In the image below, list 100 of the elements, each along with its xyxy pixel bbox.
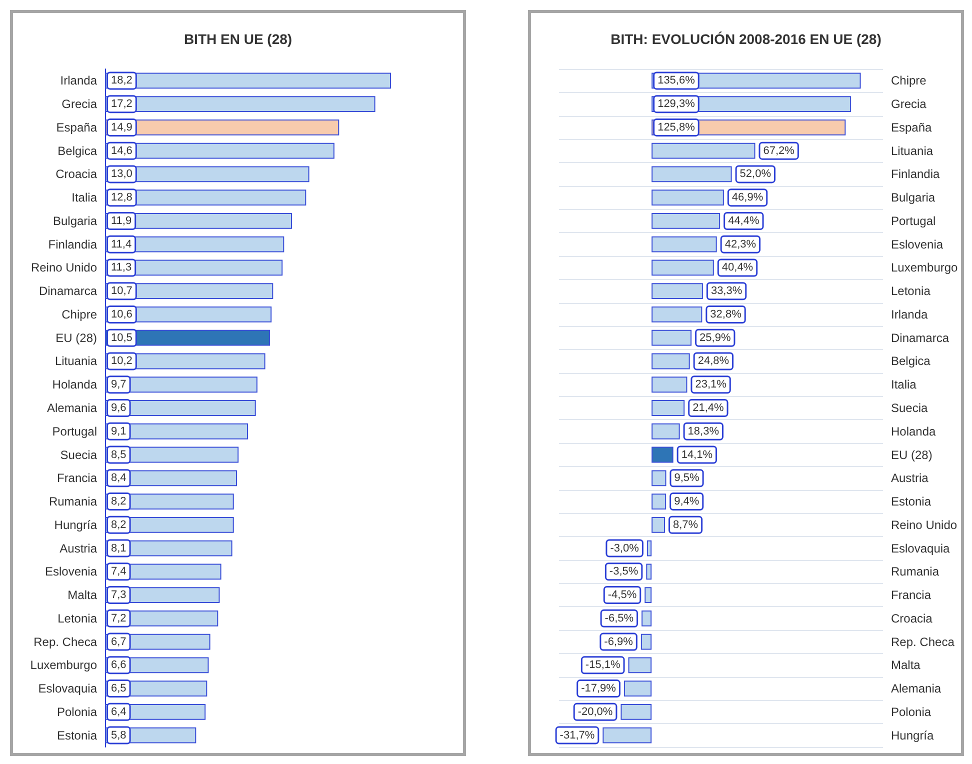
y-tick-label: Holanda — [891, 424, 936, 438]
y-tick-label: Reino Unido — [30, 260, 98, 275]
data-label: 5,8 — [111, 729, 126, 742]
data-label: 46,9% — [732, 192, 764, 204]
bar — [646, 564, 652, 580]
y-tick-label: Suecia — [60, 448, 98, 462]
data-label: 13,0 — [111, 168, 132, 180]
data-label: 10,2 — [111, 355, 132, 368]
y-tick-label: Alemania — [46, 401, 98, 415]
data-label: -3,0% — [610, 542, 640, 554]
data-label: 9,6 — [111, 402, 126, 414]
bar — [640, 634, 652, 650]
y-tick-label: Chipre — [62, 307, 98, 322]
chart-title: BITH: EVOLUCIÓN 2008-2016 EN UE (28) — [610, 31, 882, 47]
bar — [652, 516, 665, 533]
data-label: 17,2 — [111, 98, 132, 110]
data-label: -3,5% — [609, 566, 638, 578]
y-tick-label: Reino Unido — [891, 518, 958, 532]
data-label: 8,7% — [672, 518, 698, 531]
bar — [646, 540, 652, 556]
bar — [644, 587, 652, 603]
data-label: 9,5% — [674, 472, 700, 484]
y-tick-label: Rep. Checa — [891, 634, 955, 649]
y-tick-label: Letonia — [891, 284, 931, 298]
y-tick-label: Estonia — [56, 728, 98, 742]
bar — [652, 260, 714, 276]
y-tick-label: Grecia — [891, 97, 927, 112]
data-label: 11,3 — [111, 262, 132, 274]
bar — [628, 657, 652, 674]
y-tick-label: Finlandia — [891, 167, 940, 182]
data-label: 8,1 — [111, 542, 126, 554]
y-tick-label: Irlanda — [60, 74, 98, 88]
data-label: 7,3 — [111, 589, 126, 602]
data-label: 10,7 — [111, 285, 132, 298]
y-tick-label: Belgica — [891, 354, 931, 368]
data-label: -17,9% — [581, 682, 616, 695]
y-tick-label: Estonia — [891, 494, 932, 509]
data-label: 8,2 — [111, 518, 126, 531]
data-label: -4,5% — [608, 589, 637, 602]
bar — [652, 166, 732, 182]
data-label: 6,4 — [111, 706, 126, 718]
y-tick-label: Polonia — [56, 704, 98, 719]
y-tick-label: Francia — [56, 471, 98, 486]
y-tick-label: Hungría — [891, 728, 934, 742]
data-label: -6,5% — [604, 612, 634, 624]
y-tick-label: Portugal — [891, 214, 936, 228]
data-label: -20,0% — [578, 706, 613, 718]
data-label: 10,5 — [111, 332, 132, 344]
y-tick-label: Eslovenia — [44, 564, 98, 579]
data-label: 40,4% — [722, 262, 754, 274]
y-tick-label: Francia — [891, 588, 932, 602]
y-tick-label: Grecia — [62, 97, 98, 112]
bar — [642, 610, 652, 626]
y-tick-label: Rumania — [48, 494, 98, 509]
bar — [602, 727, 652, 744]
bar — [652, 376, 688, 393]
bar — [652, 446, 674, 463]
data-label: 9,7 — [111, 378, 126, 391]
y-tick-label: Irlanda — [891, 307, 928, 322]
data-label: -6,9% — [604, 636, 634, 648]
y-tick-label: Eslovaquia — [891, 541, 950, 556]
data-label: 21,4% — [692, 402, 724, 414]
data-label: 6,7 — [111, 636, 126, 648]
y-tick-label: Belgica — [58, 144, 98, 158]
bar — [652, 306, 702, 322]
y-tick-label: Luxemburgo — [30, 658, 98, 672]
data-label: 7,2 — [111, 612, 126, 624]
y-tick-label: Holanda — [52, 378, 98, 392]
data-label: 12,8 — [111, 192, 132, 204]
y-tick-label: Rep. Checa — [34, 634, 98, 649]
data-label: 8,5 — [111, 448, 126, 461]
bar — [624, 680, 652, 696]
y-tick-label: Lituania — [54, 354, 98, 368]
data-label: 135,6% — [658, 74, 696, 87]
bar — [652, 213, 720, 229]
data-label: -31,7% — [560, 729, 595, 742]
data-label: 23,1% — [695, 378, 727, 391]
data-label: 7,4 — [111, 566, 126, 578]
data-label: 32,8% — [710, 308, 742, 320]
data-label: 33,3% — [710, 285, 742, 298]
data-label: 129,3% — [658, 98, 696, 110]
data-label: 18,2 — [111, 74, 132, 87]
y-tick-label: Letonia — [58, 611, 98, 626]
y-tick-label: Bulgaria — [52, 214, 98, 228]
y-tick-label: Austria — [891, 471, 929, 486]
data-label: -15,1% — [585, 659, 620, 672]
data-label: 10,6 — [111, 308, 132, 320]
y-tick-label: Chipre — [891, 74, 927, 88]
y-tick-label: Hungría — [54, 518, 98, 532]
data-label: 14,6 — [111, 144, 132, 157]
bar — [652, 283, 703, 300]
bar — [105, 72, 391, 89]
data-label: 14,1% — [681, 448, 713, 461]
bar — [652, 236, 717, 252]
y-tick-label: Bulgaria — [891, 190, 936, 205]
y-tick-label: Portugal — [52, 424, 97, 438]
y-tick-label: Italia — [891, 378, 917, 392]
data-label: 18,3% — [688, 425, 720, 438]
y-tick-label: Finlandia — [48, 237, 98, 252]
y-tick-label: Malta — [891, 658, 921, 672]
